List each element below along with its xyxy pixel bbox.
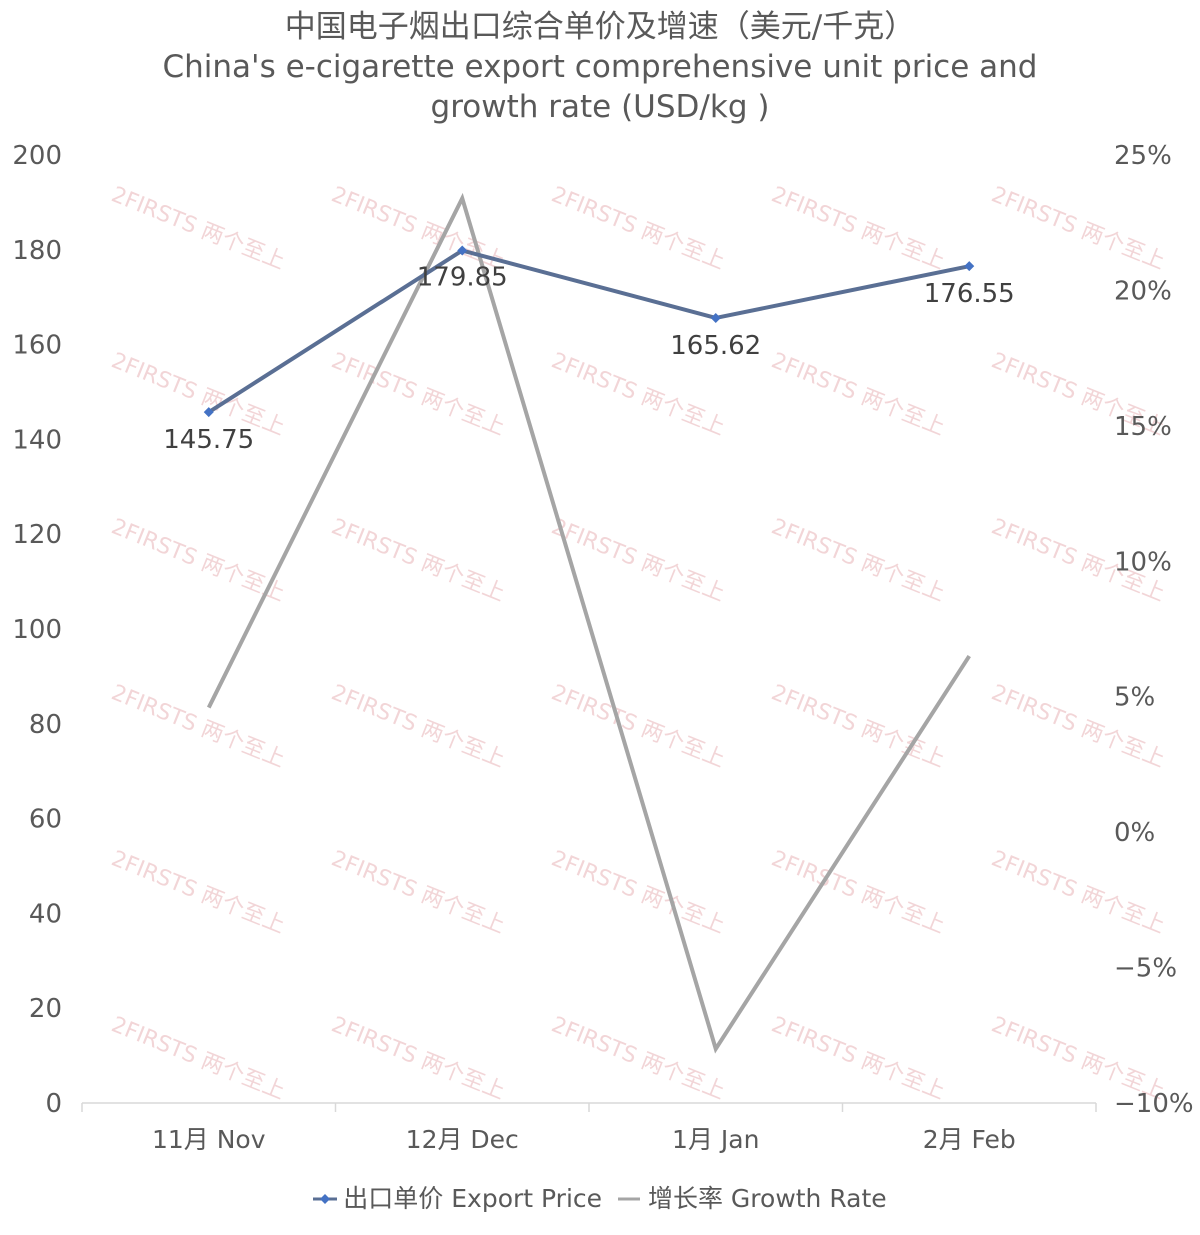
watermark-text: 2FIRSTS 两个至上	[768, 1012, 949, 1104]
y-left-tick-label: 180	[12, 236, 62, 266]
watermark-text: 2FIRSTS 两个至上	[108, 182, 289, 274]
watermark-text: 2FIRSTS 两个至上	[328, 846, 509, 938]
export-price-data-label: 179.85	[417, 263, 508, 293]
y-left-tick-label: 60	[29, 805, 62, 835]
watermark-text: 2FIRSTS 两个至上	[988, 846, 1169, 938]
y-left-tick-label: 200	[12, 141, 62, 171]
y-right-tick-label: −10%	[1114, 1089, 1194, 1119]
watermark-text: 2FIRSTS 两个至上	[548, 348, 729, 440]
legend-label-export-price: 出口单价 Export Price	[343, 1184, 603, 1213]
y-right-tick-label: 20%	[1114, 276, 1172, 306]
legend-swatch-diamond-line	[313, 1194, 338, 1204]
watermark-text: 2FIRSTS 两个至上	[108, 680, 289, 772]
y-right-tick-label: 10%	[1114, 547, 1172, 577]
export-price-data-label: 176.55	[924, 279, 1015, 309]
axis-layer: 0 20 40 60 80 100 120 140 160 180 200 −10% −5% 0% 5% 10…	[12, 141, 1193, 1154]
y-right-tick-label: 0%	[1114, 818, 1155, 848]
x-category-label: 1月 Jan	[672, 1125, 759, 1154]
x-category-label: 2月 Feb	[923, 1125, 1016, 1154]
watermark-text: 2FIRSTS 两个至上	[328, 680, 509, 772]
watermark-text: 2FIRSTS 两个至上	[108, 846, 289, 938]
watermark-text: 2FIRSTS 两个至上	[548, 182, 729, 274]
y-left-tick-label: 120	[12, 520, 62, 550]
watermark-text: 2FIRSTS 两个至上	[108, 514, 289, 606]
y-left-tick-label: 100	[12, 615, 62, 645]
chart-title-english-line2: growth rate (USD/kg )	[430, 89, 770, 125]
y-left-tick-label: 80	[29, 710, 62, 740]
export-price-line	[207, 248, 970, 414]
y-right-tick-label: 15%	[1114, 412, 1172, 442]
y-left-tick-label: 140	[12, 425, 62, 455]
label-layer: 145.75 179.85 165.62 176.55	[163, 263, 1014, 456]
legend-item-growth-rate: 增长率 Growth Rate	[617, 1182, 887, 1216]
series-layer	[203, 192, 975, 1054]
legend-item-export-price: 出口单价 Export Price	[313, 1182, 602, 1216]
x-category-label: 11月 Nov	[152, 1125, 266, 1154]
legend-label-growth-rate: 增长率 Growth Rate	[647, 1184, 887, 1213]
growth-rate-line	[206, 192, 971, 1054]
watermark-text: 2FIRSTS 两个至上	[548, 514, 729, 606]
chart-legend: 出口单价 Export Price 增长率 Growth Rate	[0, 1181, 1200, 1216]
export-price-data-label: 145.75	[163, 425, 254, 455]
watermark-text: 2FIRSTS 两个至上	[108, 1012, 289, 1104]
export-price-marker	[457, 245, 468, 256]
export-price-marker	[710, 312, 721, 323]
y-right-tick-label: 5%	[1114, 683, 1155, 713]
y-left-tick-label: 40	[29, 899, 62, 929]
export-price-marker	[203, 407, 214, 418]
y-left-tick-label: 160	[12, 331, 62, 361]
y-left-tick-label: 0	[45, 1089, 62, 1119]
chart-title-chinese: 中国电子烟出口综合单价及增速（美元/千克）	[284, 9, 916, 45]
watermark-text: 2FIRSTS 两个至上	[328, 514, 509, 606]
legend-swatch-line	[617, 1197, 640, 1201]
watermark-text: 2FIRSTS 两个至上	[548, 1012, 729, 1104]
watermark-text: 2FIRSTS 两个至上	[548, 680, 729, 772]
export-price-data-label: 165.62	[670, 331, 761, 361]
watermark-text: 2FIRSTS 两个至上	[548, 846, 729, 938]
watermark-text: 2FIRSTS 两个至上	[988, 182, 1169, 274]
watermark-text: 2FIRSTS 两个至上	[328, 1012, 509, 1104]
watermark-layer: 2FIRSTS 两个至上 2FIRSTS 两个至上 2FIRSTS 两个至上 2FIR…	[108, 182, 1169, 1104]
watermark-text: 2FIRSTS 两个至上	[768, 182, 949, 274]
watermark-text: 2FIRSTS 两个至上	[328, 348, 509, 440]
y-left-tick-label: 20	[29, 994, 62, 1024]
watermark-text: 2FIRSTS 两个至上	[768, 348, 949, 440]
watermark-text: 2FIRSTS 两个至上	[768, 680, 949, 772]
watermark-text: 2FIRSTS 两个至上	[768, 514, 949, 606]
export-price-marker	[964, 261, 975, 272]
chart-title-english-line1: China's e-cigarette export comprehensive…	[162, 49, 1038, 85]
y-right-tick-label: 25%	[1114, 141, 1172, 171]
y-right-tick-label: −5%	[1114, 954, 1177, 984]
x-category-label: 12月 Dec	[406, 1125, 519, 1154]
